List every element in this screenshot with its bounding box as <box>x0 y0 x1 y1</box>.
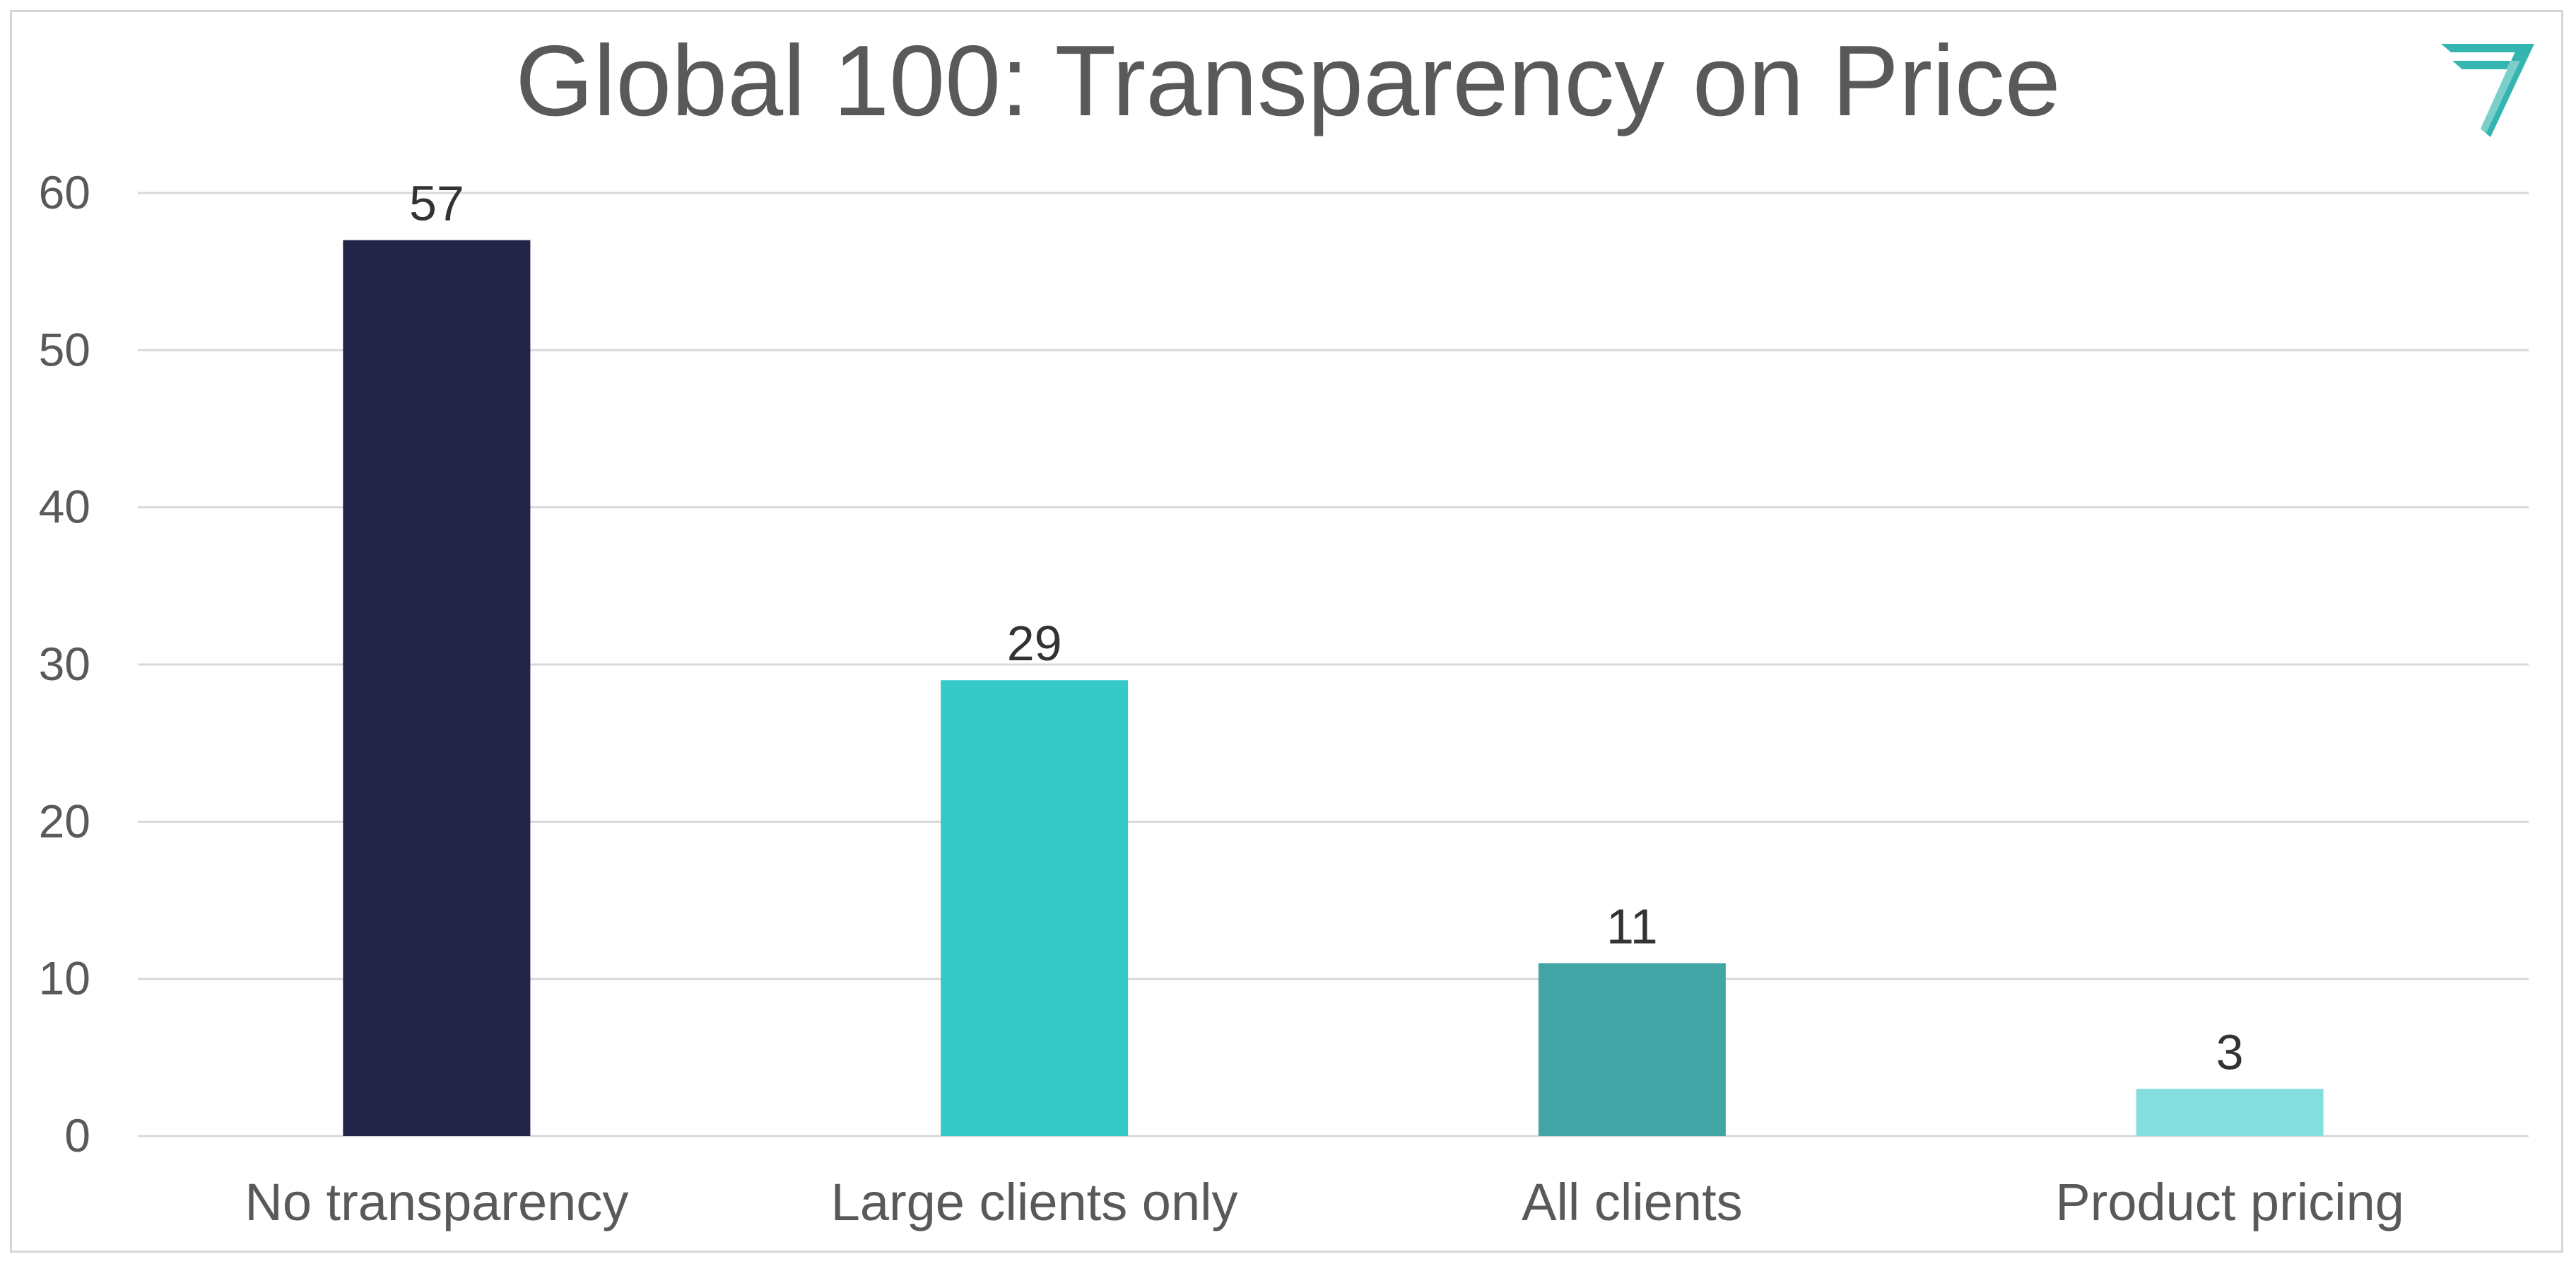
data-label: 3 <box>2216 1024 2244 1079</box>
x-tick-label: All clients <box>1522 1173 1743 1231</box>
y-tick-label: 40 <box>39 481 90 533</box>
bar-no-transparency <box>343 240 531 1137</box>
y-tick-label: 30 <box>39 638 90 690</box>
brand-logo-icon <box>2441 44 2534 137</box>
y-axis: 0 10 20 30 40 50 60 <box>39 166 90 1161</box>
y-tick-label: 0 <box>64 1109 90 1161</box>
x-axis: No transparency Large clients only All cli… <box>245 1173 2404 1231</box>
bar-large-clients-only <box>941 680 1129 1136</box>
data-label: 11 <box>1606 899 1658 954</box>
bar-all-clients <box>1538 963 1726 1136</box>
x-tick-label: No transparency <box>245 1173 628 1231</box>
bars <box>343 240 2324 1137</box>
bar-product-pricing <box>2136 1089 2324 1136</box>
data-label: 29 <box>1007 616 1062 671</box>
chart-title: Global 100: Transparency on Price <box>515 25 2061 137</box>
y-tick-label: 60 <box>39 166 90 218</box>
gridlines <box>138 192 2529 1137</box>
data-label: 57 <box>409 176 464 231</box>
x-tick-label: Large clients only <box>831 1173 1238 1231</box>
x-tick-label: Product pricing <box>2055 1173 2404 1231</box>
data-labels: 57 29 11 3 <box>409 176 2244 1080</box>
y-tick-label: 50 <box>39 323 90 375</box>
y-tick-label: 10 <box>39 952 90 1005</box>
y-tick-label: 20 <box>39 795 90 847</box>
